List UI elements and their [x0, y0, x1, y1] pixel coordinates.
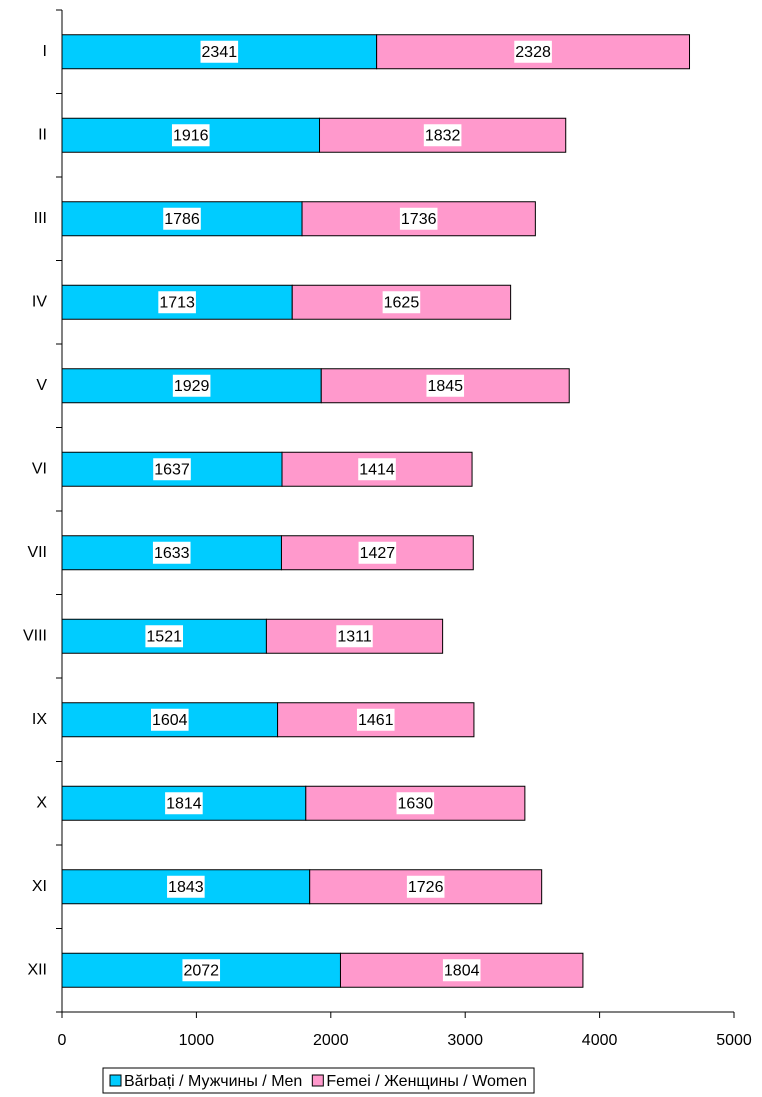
data-label-bg [152, 541, 191, 564]
data-label-bg [171, 124, 210, 147]
y-tick-label: II [38, 126, 47, 143]
data-label-bg [145, 625, 184, 648]
data-label-bg [153, 458, 191, 481]
data-label: 2328 [515, 44, 551, 61]
data-label-bg [514, 40, 552, 63]
y-tick-label: IV [32, 293, 47, 310]
data-label: 1637 [154, 461, 190, 478]
y-tick-label: XI [32, 878, 47, 895]
legend-label: Bărbați / Мужчины / Men [124, 1073, 302, 1090]
data-label: 1604 [152, 712, 188, 729]
data-label: 1916 [173, 127, 209, 144]
y-tick-label: XII [27, 961, 47, 978]
data-label-bg [336, 625, 373, 648]
data-label: 2072 [183, 962, 219, 979]
data-label-bg [426, 374, 465, 397]
y-tick-label: III [34, 210, 47, 227]
data-label-bg [396, 792, 435, 815]
data-label: 1843 [168, 879, 204, 896]
x-tick-label: 4000 [582, 1032, 618, 1049]
bar-segment [61, 785, 307, 821]
y-tick-label: VIII [23, 627, 47, 644]
y-tick-label: X [36, 794, 47, 811]
data-label: 1414 [359, 461, 395, 478]
data-label: 1786 [164, 211, 200, 228]
data-label: 1736 [401, 211, 437, 228]
x-tick-label: 5000 [716, 1032, 752, 1049]
y-tick-label: VII [27, 544, 47, 561]
bar-segment [61, 451, 283, 487]
bar-segment [281, 451, 473, 487]
x-tick-label: 0 [58, 1032, 67, 1049]
data-label-bg [406, 875, 445, 898]
data-label: 1726 [408, 879, 444, 896]
y-tick-label: IX [32, 711, 47, 728]
data-label-bg [399, 207, 438, 230]
data-label: 1845 [427, 378, 463, 395]
x-tick-label: 1000 [179, 1032, 215, 1049]
data-label-bg [158, 291, 196, 314]
data-label: 1625 [384, 294, 420, 311]
y-tick-label: I [43, 43, 47, 60]
data-label: 1633 [154, 545, 190, 562]
data-label-bg [200, 40, 239, 63]
data-label-bg [163, 207, 201, 230]
data-label: 1461 [358, 712, 394, 729]
data-label-bg [172, 374, 211, 397]
data-label-bg [356, 708, 395, 731]
legend-swatch [311, 1074, 324, 1087]
data-label-bg [150, 708, 189, 731]
data-label: 1804 [444, 962, 480, 979]
data-label: 2341 [202, 44, 238, 61]
legend-swatch [109, 1074, 122, 1087]
data-label: 1814 [166, 795, 202, 812]
data-label-bg [382, 291, 421, 314]
data-label-bg [442, 959, 481, 982]
data-label-bg [358, 458, 396, 481]
data-label: 1713 [159, 294, 195, 311]
data-label-bg [182, 959, 221, 982]
data-label: 1427 [360, 545, 396, 562]
y-tick-label: VI [32, 460, 47, 477]
data-label: 1311 [337, 628, 372, 645]
x-tick-label: 2000 [313, 1032, 349, 1049]
y-tick-label: V [36, 377, 47, 394]
data-label: 1832 [425, 127, 461, 144]
data-label-bg [165, 792, 203, 815]
legend: Bărbați / Мужчины / Men Femei / Женщины /… [102, 1067, 535, 1094]
data-label: 1929 [174, 378, 210, 395]
x-tick-label: 3000 [447, 1032, 483, 1049]
data-label-bg [358, 541, 397, 564]
data-label: 1521 [146, 628, 182, 645]
legend-label: Femei / Женщины / Women [326, 1073, 527, 1090]
data-label-bg [423, 124, 462, 147]
data-label: 1630 [398, 795, 434, 812]
data-label-bg [167, 875, 205, 898]
